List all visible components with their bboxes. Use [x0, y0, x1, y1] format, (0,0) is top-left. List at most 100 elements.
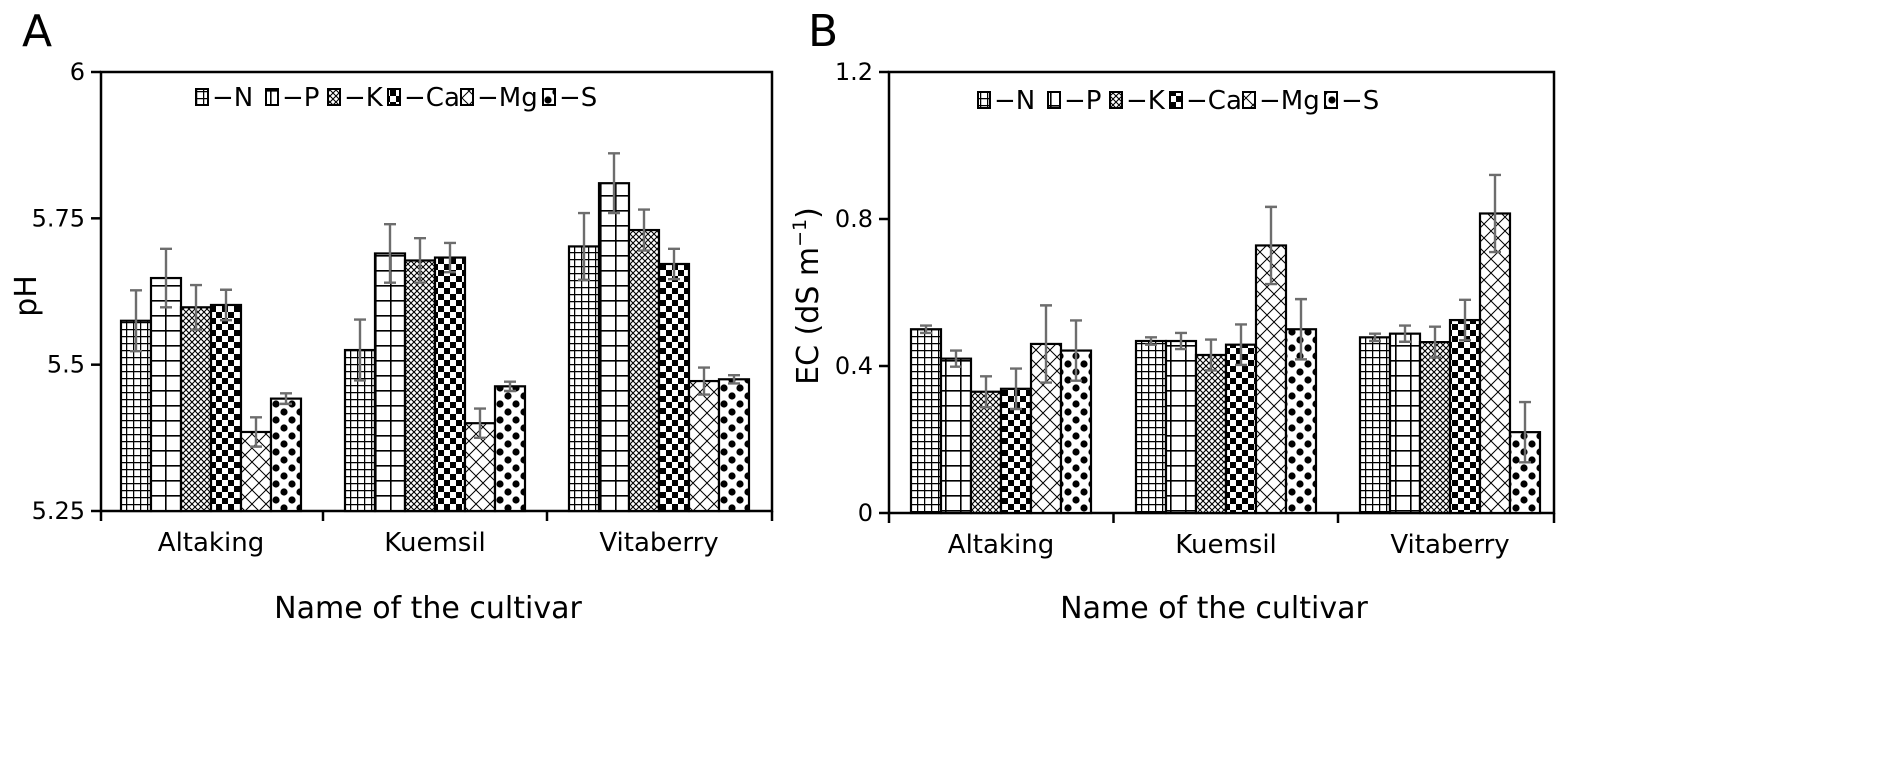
panel-a: A 5.25 5.5 5.75 6 −N −P −K −Ca −Mg −S Altaking Ku… — [9, 6, 774, 626]
panel-a-y-axis-title: pH — [9, 275, 44, 317]
category-label: Kuemsil — [384, 528, 486, 558]
bar-kuemsil-s2 — [403, 259, 437, 513]
error-bar — [1175, 331, 1187, 351]
legend-swatch — [1109, 91, 1123, 109]
bar-altaking-s5 — [269, 397, 303, 513]
error-bar — [220, 288, 232, 322]
error-bar — [504, 380, 516, 393]
panel-b-label: B — [808, 6, 838, 57]
legend-label: −K — [1126, 86, 1166, 116]
legend-label: −S — [559, 83, 597, 113]
error-bar — [1519, 400, 1531, 464]
legend-swatch — [1047, 91, 1061, 109]
error-bar — [1205, 338, 1217, 372]
y-tick-label: 6 — [70, 58, 85, 86]
error-bar — [250, 416, 262, 448]
panel-b-y-ticks: 0 0.4 0.8 1.2 — [835, 58, 889, 527]
legend-swatch — [460, 88, 474, 106]
bar-kuemsil-s5 — [493, 385, 527, 513]
y-tick-label: 0.8 — [835, 205, 873, 233]
error-bar — [1235, 323, 1247, 367]
bar-vitaberry-s0 — [567, 245, 601, 513]
error-bar — [444, 241, 456, 274]
panel-a-legend: −N −P −K −Ca −Mg −S — [195, 83, 597, 113]
legend-swatch — [542, 88, 556, 106]
bar-kuemsil-s0 — [343, 348, 377, 513]
error-bar — [1295, 297, 1307, 361]
bar-altaking-s2 — [969, 390, 1003, 515]
bar-vitaberry-s4 — [1478, 212, 1512, 515]
legend-label: −Ca — [404, 83, 460, 113]
bar-vitaberry-s3 — [657, 262, 691, 513]
error-bar — [950, 349, 962, 368]
bar-altaking-s1 — [939, 357, 973, 515]
error-bar — [1265, 205, 1277, 286]
error-bar — [1399, 324, 1411, 343]
y-tick-label: 0.4 — [835, 352, 873, 380]
legend-swatch — [1242, 91, 1256, 109]
error-bar — [1070, 319, 1082, 382]
legend-swatch — [977, 91, 991, 109]
category-label: Altaking — [158, 528, 264, 558]
error-bar — [980, 375, 992, 409]
category-label: Kuemsil — [1175, 530, 1277, 560]
error-bar — [1010, 367, 1022, 411]
bar-altaking-s0 — [909, 328, 943, 515]
bar-vitaberry-s1 — [597, 182, 631, 513]
panel-b-y-axis-title-superscript: −1 — [789, 219, 811, 247]
error-bar — [920, 324, 932, 335]
bar-kuemsil-s2 — [1194, 353, 1228, 515]
bar-vitaberry-s1 — [1388, 332, 1422, 515]
error-bar — [1040, 304, 1052, 384]
error-bar — [384, 222, 396, 284]
bar-vitaberry-s2 — [1418, 341, 1452, 515]
legend-label: −P — [282, 83, 319, 113]
category-label: Vitaberry — [1390, 530, 1509, 560]
legend-label: −Mg — [1259, 86, 1320, 116]
y-tick-label: 5.25 — [32, 497, 85, 525]
error-bar — [474, 407, 486, 440]
error-bar — [638, 208, 650, 252]
panel-b-y-axis-title-suffix: ) — [791, 207, 826, 219]
category-label: Vitaberry — [599, 528, 718, 558]
panel-a-x-axis-title: Name of the cultivar — [274, 591, 582, 626]
error-bar — [1369, 332, 1381, 343]
panel-b: B 0 0.4 0.8 1.2 −N −P −K −Ca −Mg −S Altaking Kuem… — [789, 6, 1556, 626]
legend-label: −Ca — [1186, 86, 1242, 116]
error-bar — [354, 318, 366, 382]
error-bar — [280, 392, 292, 406]
panel-b-legend: −N −P −K −Ca −Mg −S — [977, 86, 1379, 116]
bar-vitaberry-s3 — [1448, 318, 1482, 515]
bar-vitaberry-s4 — [687, 379, 721, 513]
error-bar — [1459, 298, 1471, 342]
bar-kuemsil-s0 — [1134, 339, 1168, 515]
error-bar — [1145, 336, 1157, 346]
legend-swatch — [1169, 91, 1183, 109]
error-bar — [578, 211, 590, 281]
legend-swatch — [387, 88, 401, 106]
bar-altaking-s3 — [209, 303, 243, 513]
legend-label: −N — [212, 83, 253, 113]
bar-altaking-s0 — [119, 319, 153, 513]
legend-swatch — [1324, 91, 1338, 109]
panel-a-category-labels: Altaking Kuemsil Vitaberry — [99, 511, 774, 558]
bar-kuemsil-s1 — [1164, 339, 1198, 515]
bar-vitaberry-s5 — [717, 378, 751, 513]
error-bar — [728, 374, 740, 385]
y-tick-label: 1.2 — [835, 58, 873, 86]
legend-label: −S — [1341, 86, 1379, 116]
error-bar — [608, 152, 620, 215]
panel-a-label: A — [22, 6, 52, 57]
legend-swatch — [195, 88, 209, 106]
bar-kuemsil-s3 — [433, 256, 467, 513]
error-bar — [668, 247, 680, 281]
bar-kuemsil-s1 — [373, 252, 407, 513]
bar-vitaberry-s0 — [1358, 336, 1392, 515]
category-label: Altaking — [948, 530, 1054, 560]
legend-swatch — [327, 88, 341, 106]
legend-label: −Mg — [477, 83, 538, 113]
bar-altaking-s2 — [179, 306, 213, 513]
error-bar — [414, 237, 426, 284]
legend-label: −K — [344, 83, 384, 113]
panel-b-bars — [909, 212, 1542, 515]
